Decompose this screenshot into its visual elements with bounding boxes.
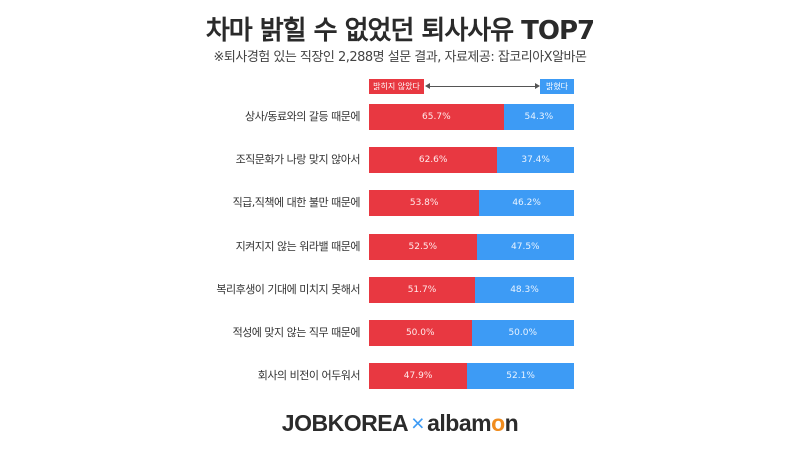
chart-subtitle: ※퇴사경험 있는 직장인 2,288명 설문 결과, 자료제공: 잡코리아X알바… <box>213 50 587 65</box>
double-arrow-icon <box>425 83 540 89</box>
legend-not-disclosed: 밝히지 않았다 <box>369 79 424 94</box>
bar-segment-not-disclosed: 52.5% <box>369 233 477 260</box>
stacked-bar: 47.9% 52.1% <box>369 363 574 390</box>
cross-icon: × <box>411 410 425 436</box>
category-label: 직급,직책에 대한 불만 때문에 <box>232 196 361 210</box>
bar-segment-disclosed: 47.5% <box>476 233 574 260</box>
albamon-logo: albamon <box>427 410 519 436</box>
footer-logo: JOBKOREA × albamon <box>0 410 800 437</box>
chart-row: 직급,직책에 대한 불만 때문에 53.8% 46.2% <box>0 190 800 217</box>
bar-segment-disclosed: 37.4% <box>497 147 574 174</box>
stacked-bar: 51.7% 48.3% <box>369 276 574 303</box>
bar-segment-disclosed: 48.3% <box>474 276 574 303</box>
chart-title: 차마 밝힐 수 없었던 퇴사사유 TOP7 <box>205 16 595 46</box>
chart-row: 복리후생이 기대에 미치지 못해서 51.7% 48.3% <box>0 276 800 303</box>
legend: 밝히지 않았다 밝혔다 <box>369 79 574 95</box>
stacked-bar: 52.5% 47.5% <box>369 233 574 260</box>
bar-segment-disclosed: 50.0% <box>471 320 574 346</box>
bar-segment-not-disclosed: 50.0% <box>369 320 472 346</box>
chart-row: 상사/동료와의 갈등 때문에 65.7% 54.3% <box>0 104 800 130</box>
stacked-bar: 65.7% 54.3% <box>369 104 574 130</box>
cat-o-icon: o <box>491 410 505 436</box>
bar-segment-not-disclosed: 62.6% <box>369 147 498 174</box>
category-label: 지켜지지 않는 워라밸 때문에 <box>235 239 361 253</box>
category-label: 적성에 맞지 않는 직무 때문에 <box>232 326 361 339</box>
chart-row: 지켜지지 않는 워라밸 때문에 52.5% 47.5% <box>0 233 800 260</box>
stacked-bar: 50.0% 50.0% <box>369 320 574 346</box>
bar-segment-disclosed: 54.3% <box>503 104 574 130</box>
bar-segment-not-disclosed: 53.8% <box>369 190 480 217</box>
category-label: 조직문화가 나랑 맞지 않아서 <box>235 153 361 167</box>
category-label: 복리후생이 기대에 미치지 못해서 <box>216 282 360 296</box>
bar-segment-not-disclosed: 65.7% <box>369 104 504 130</box>
jobkorea-logo: JOBKOREA <box>281 410 409 436</box>
legend-disclosed: 밝혔다 <box>540 79 574 94</box>
stacked-bar: 53.8% 46.2% <box>369 190 574 217</box>
chart-row: 회사의 비전이 어두워서 47.9% 52.1% <box>0 363 800 390</box>
chart-row: 적성에 맞지 않는 직무 때문에 50.0% 50.0% <box>0 320 800 346</box>
category-label: 회사의 비전이 어두워서 <box>257 369 361 383</box>
bar-segment-disclosed: 52.1% <box>467 363 574 390</box>
chart-row: 조직문화가 나랑 맞지 않아서 62.6% 37.4% <box>0 147 800 174</box>
category-label: 상사/동료와의 갈등 때문에 <box>244 110 361 123</box>
bar-segment-not-disclosed: 47.9% <box>369 363 468 390</box>
bar-segment-disclosed: 46.2% <box>479 190 574 217</box>
bar-segment-not-disclosed: 51.7% <box>369 276 475 303</box>
stacked-bar: 62.6% 37.4% <box>369 147 574 174</box>
